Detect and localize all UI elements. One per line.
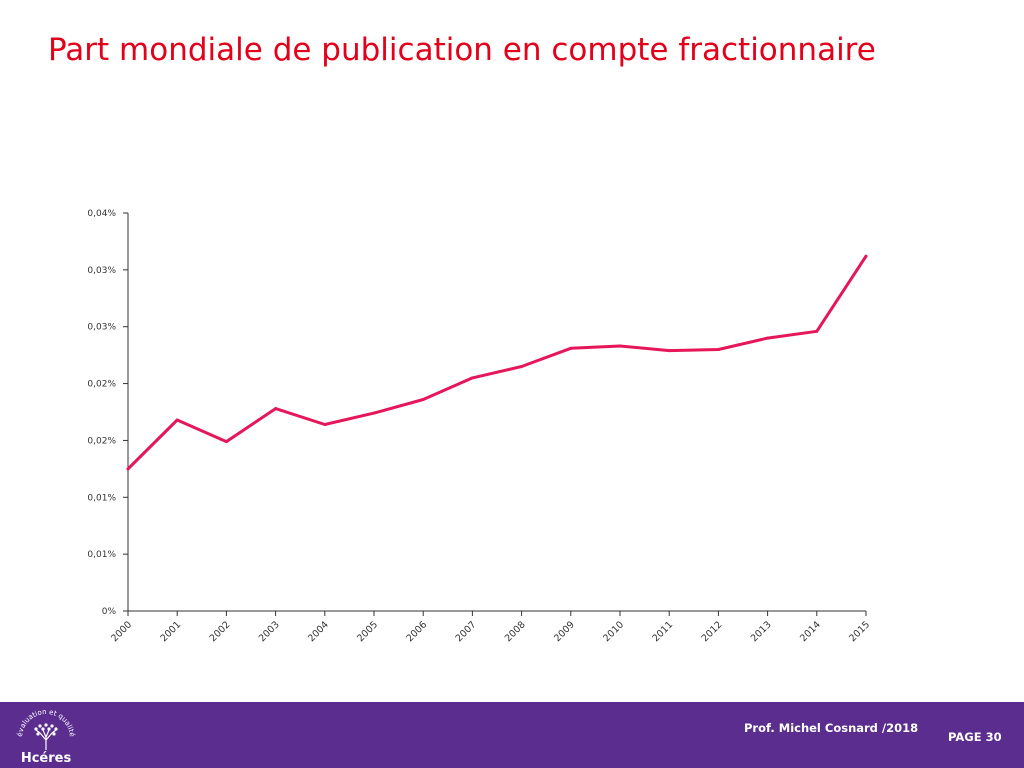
- series-line: [126, 254, 868, 471]
- data-point: [520, 365, 524, 369]
- x-tick-label: 2009: [552, 619, 577, 644]
- y-tick-label: 0,02%: [87, 380, 116, 390]
- x-tick-label: 2003: [257, 619, 282, 644]
- data-point: [470, 376, 474, 380]
- svg-text:évaluation et qualité: évaluation et qualité: [16, 708, 76, 737]
- data-point: [766, 336, 770, 340]
- hceres-logo: évaluation et qualité Hcéres: [16, 708, 76, 766]
- data-point: [323, 423, 327, 427]
- data-point: [224, 440, 228, 444]
- y-tick-label: 0,02%: [87, 436, 116, 446]
- y-tick-label: 0%: [102, 607, 117, 617]
- logo-tagline: évaluation et qualité: [16, 708, 76, 737]
- data-point: [864, 254, 868, 258]
- y-tick-label: 0,03%: [87, 323, 116, 333]
- data-point: [618, 344, 622, 348]
- slide-title: Part mondiale de publication en compte f…: [48, 32, 876, 68]
- x-tick-label: 2008: [503, 619, 528, 644]
- x-tick-label: 2012: [700, 619, 725, 644]
- x-tick-label: 2007: [454, 619, 479, 644]
- y-tick-label: 0,03%: [87, 266, 116, 276]
- x-tick-label: 2006: [404, 619, 429, 644]
- page-number: PAGE 30: [948, 730, 1002, 744]
- x-tick-label: 2015: [847, 619, 872, 644]
- data-point: [421, 397, 425, 401]
- data-point: [569, 346, 573, 350]
- x-tick-label: 2002: [208, 619, 233, 644]
- footer-author: Prof. Michel Cosnard /2018: [744, 721, 919, 735]
- x-tick-label: 2010: [601, 619, 626, 644]
- logo-wordmark: Hcéres: [21, 751, 72, 766]
- y-tick-label: 0,01%: [87, 550, 116, 560]
- x-tick-label: 2005: [355, 619, 380, 644]
- line-chart: 0% 0,01% 0,01% 0,02% 0,02% 0,03% 0,03% 0,04% 200…: [87, 209, 872, 644]
- x-tick-label: 2013: [749, 619, 774, 644]
- data-point: [815, 329, 819, 333]
- data-point: [372, 411, 376, 415]
- x-tick-label: 2001: [158, 619, 183, 644]
- x-tick-label: 2000: [109, 619, 134, 644]
- footer-bar: évaluation et qualité Hcéres Prof. Miche…: [0, 702, 1024, 768]
- data-point: [274, 407, 278, 411]
- data-point: [667, 349, 671, 353]
- x-tick-label: 2004: [306, 619, 331, 644]
- y-tick-label: 0,04%: [87, 209, 116, 219]
- tree-icon: [35, 729, 57, 750]
- data-point: [126, 467, 130, 471]
- x-tick-label: 2014: [798, 619, 823, 644]
- data-point: [716, 347, 720, 351]
- data-point: [175, 418, 179, 422]
- x-tick-label: 2011: [650, 619, 675, 644]
- y-tick-label: 0,01%: [87, 493, 116, 503]
